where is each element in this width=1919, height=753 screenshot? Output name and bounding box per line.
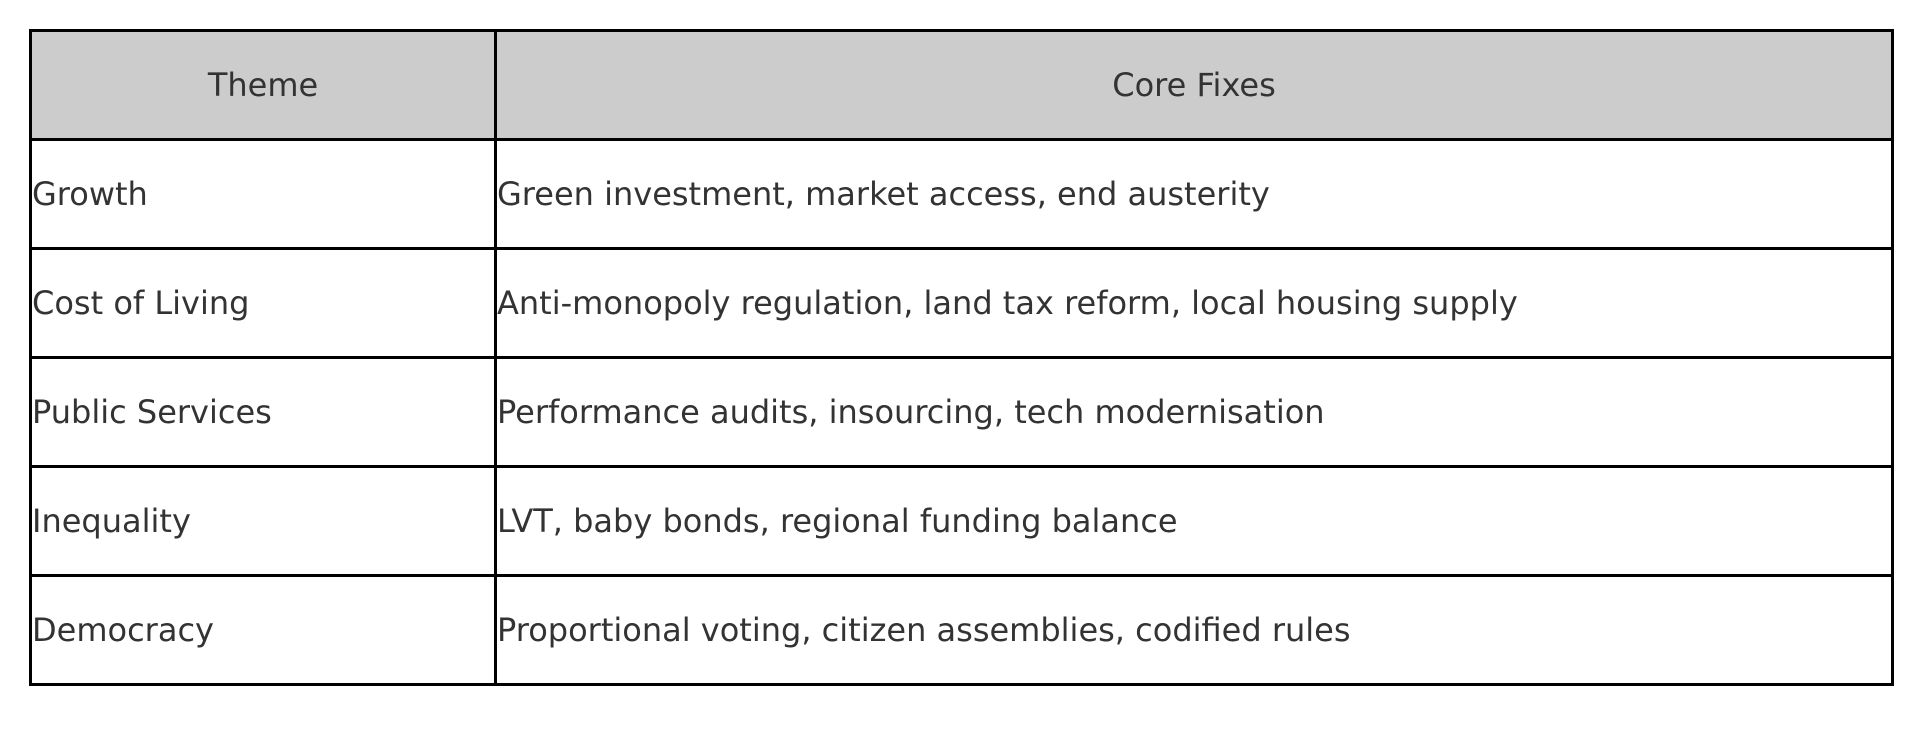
theme-cell: Cost of Living: [29, 247, 497, 359]
header-theme: Theme: [29, 29, 497, 141]
table-row: Democracy Proportional voting, citizen a…: [29, 574, 1894, 686]
theme-cell: Democracy: [29, 574, 497, 686]
table-row: Inequality LVT, baby bonds, regional fun…: [29, 465, 1894, 577]
theme-cell: Inequality: [29, 465, 497, 577]
core-fixes-cell: Proportional voting, citizen assemblies,…: [494, 574, 1894, 686]
policy-table: Theme Core Fixes Growth Green investment…: [29, 29, 1894, 686]
table-header-row: Theme Core Fixes: [29, 29, 1894, 141]
header-core-fixes: Core Fixes: [494, 29, 1894, 141]
core-fixes-cell: LVT, baby bonds, regional funding balanc…: [494, 465, 1894, 577]
theme-cell: Public Services: [29, 356, 497, 468]
core-fixes-cell: Performance audits, insourcing, tech mod…: [494, 356, 1894, 468]
table-row: Growth Green investment, market access, …: [29, 138, 1894, 250]
table-row: Public Services Performance audits, inso…: [29, 356, 1894, 468]
core-fixes-cell: Anti-monopoly regulation, land tax refor…: [494, 247, 1894, 359]
core-fixes-cell: Green investment, market access, end aus…: [494, 138, 1894, 250]
table-row: Cost of Living Anti-monopoly regulation,…: [29, 247, 1894, 359]
theme-cell: Growth: [29, 138, 497, 250]
